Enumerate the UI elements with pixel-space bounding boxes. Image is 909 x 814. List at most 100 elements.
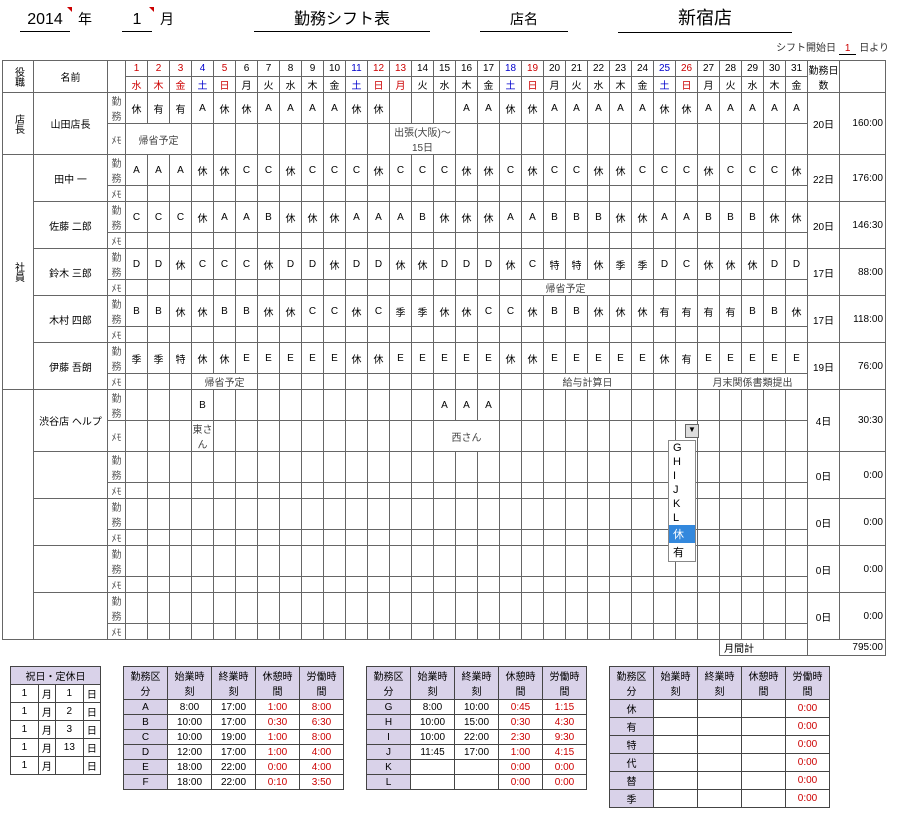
shift-cell[interactable] — [412, 452, 434, 483]
shift-cell[interactable]: C — [126, 202, 148, 233]
shift-cell[interactable] — [324, 546, 346, 577]
memo-cell[interactable] — [456, 186, 478, 202]
shift-cell[interactable]: D — [764, 249, 786, 280]
memo-cell[interactable] — [280, 530, 302, 546]
shift-cell[interactable]: B — [192, 390, 214, 421]
shift-cell[interactable] — [522, 499, 544, 530]
memo-cell[interactable] — [698, 530, 720, 546]
memo-cell[interactable] — [192, 577, 214, 593]
shift-cell[interactable]: C — [412, 155, 434, 186]
memo-cell[interactable] — [302, 421, 324, 452]
shift-cell[interactable]: D — [148, 249, 170, 280]
memo-cell[interactable] — [346, 577, 368, 593]
shift-cell[interactable] — [346, 593, 368, 624]
shift-cell[interactable] — [676, 390, 698, 421]
memo-cell[interactable] — [390, 421, 412, 452]
shift-cell[interactable]: 休 — [126, 93, 148, 124]
shift-cell[interactable]: B — [588, 202, 610, 233]
shift-cell[interactable]: A — [544, 93, 566, 124]
memo-cell[interactable] — [786, 421, 808, 452]
memo-cell[interactable] — [324, 624, 346, 640]
memo-cell[interactable] — [214, 577, 236, 593]
memo-cell[interactable] — [500, 483, 522, 499]
shift-cell[interactable] — [434, 452, 456, 483]
holiday-cell[interactable]: 月 — [38, 721, 55, 739]
memo-cell[interactable] — [500, 374, 522, 390]
memo-cell[interactable] — [368, 327, 390, 343]
memo-cell[interactable] — [434, 374, 456, 390]
shift-cell[interactable]: C — [434, 155, 456, 186]
memo-cell[interactable] — [346, 483, 368, 499]
memo-cell[interactable] — [280, 624, 302, 640]
shift-cell[interactable]: E — [610, 343, 632, 374]
shift-cell[interactable]: A — [302, 93, 324, 124]
staff-name[interactable]: 鈴木 三郎 — [34, 249, 108, 296]
memo-cell[interactable] — [214, 421, 236, 452]
memo-cell[interactable] — [632, 186, 654, 202]
memo-cell[interactable] — [434, 233, 456, 249]
shift-cell[interactable]: C — [324, 155, 346, 186]
memo-cell[interactable]: 帰省予定 — [192, 374, 258, 390]
memo-cell[interactable] — [588, 624, 610, 640]
memo-cell[interactable] — [566, 124, 588, 155]
shift-cell[interactable]: 休 — [610, 202, 632, 233]
staff-name[interactable] — [34, 452, 108, 499]
memo-cell[interactable] — [478, 124, 500, 155]
shift-cell[interactable] — [368, 390, 390, 421]
shift-cell[interactable] — [148, 593, 170, 624]
memo-cell[interactable] — [610, 421, 632, 452]
memo-cell[interactable] — [764, 280, 786, 296]
holiday-cell[interactable]: 日 — [83, 703, 100, 721]
shift-cell[interactable] — [412, 93, 434, 124]
memo-cell[interactable] — [654, 624, 676, 640]
shift-cell[interactable] — [170, 546, 192, 577]
memo-cell[interactable] — [720, 624, 742, 640]
memo-cell[interactable] — [742, 624, 764, 640]
shift-cell[interactable] — [148, 499, 170, 530]
memo-cell[interactable] — [610, 124, 632, 155]
shift-cell[interactable] — [764, 546, 786, 577]
memo-cell[interactable] — [192, 186, 214, 202]
shift-cell[interactable]: A — [390, 202, 412, 233]
memo-cell[interactable] — [654, 577, 676, 593]
memo-cell[interactable] — [412, 577, 434, 593]
shift-cell[interactable] — [544, 546, 566, 577]
memo-cell[interactable] — [698, 483, 720, 499]
shift-cell[interactable]: C — [214, 249, 236, 280]
shift-cell[interactable] — [258, 452, 280, 483]
shift-cell[interactable]: 休 — [324, 249, 346, 280]
memo-cell[interactable] — [214, 124, 236, 155]
start-day[interactable]: 1 — [839, 43, 857, 55]
shift-cell[interactable]: 休 — [478, 202, 500, 233]
memo-cell[interactable] — [346, 186, 368, 202]
memo-cell[interactable] — [720, 327, 742, 343]
memo-cell[interactable] — [368, 374, 390, 390]
shift-cell[interactable]: 有 — [676, 343, 698, 374]
shift-cell[interactable]: E — [324, 343, 346, 374]
shift-cell[interactable]: 休 — [522, 155, 544, 186]
memo-cell[interactable] — [566, 577, 588, 593]
memo-cell[interactable] — [434, 483, 456, 499]
memo-cell[interactable] — [148, 327, 170, 343]
memo-cell[interactable] — [698, 421, 720, 452]
shift-cell[interactable]: D — [346, 249, 368, 280]
shift-cell[interactable]: B — [148, 296, 170, 327]
memo-cell[interactable] — [236, 483, 258, 499]
memo-cell[interactable]: 帰省予定 — [522, 280, 610, 296]
memo-cell[interactable] — [610, 186, 632, 202]
memo-cell[interactable] — [280, 233, 302, 249]
shift-cell[interactable]: A — [148, 155, 170, 186]
shift-cell[interactable]: A — [478, 93, 500, 124]
memo-cell[interactable] — [456, 624, 478, 640]
memo-cell[interactable] — [588, 327, 610, 343]
memo-cell[interactable] — [346, 280, 368, 296]
memo-cell[interactable] — [786, 280, 808, 296]
memo-cell[interactable] — [258, 624, 280, 640]
shift-cell[interactable]: A — [786, 93, 808, 124]
shift-cell[interactable] — [214, 452, 236, 483]
shift-cell[interactable]: 休 — [280, 155, 302, 186]
shift-cell[interactable] — [720, 593, 742, 624]
shift-cell[interactable]: C — [346, 155, 368, 186]
memo-cell[interactable] — [500, 577, 522, 593]
shift-cell[interactable]: 休 — [654, 93, 676, 124]
